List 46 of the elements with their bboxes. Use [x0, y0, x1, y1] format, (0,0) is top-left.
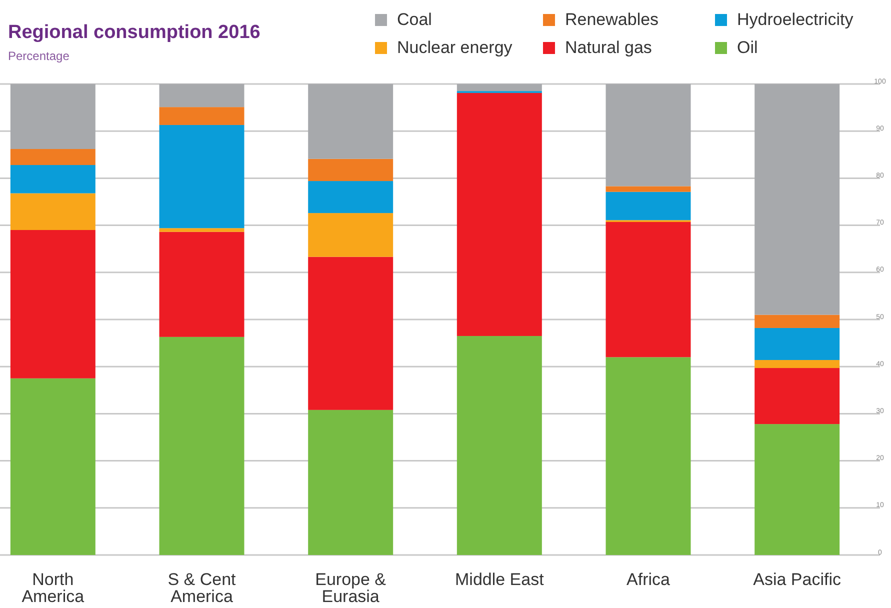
- x-tick-label: Africa: [626, 570, 671, 589]
- bar: [754, 314, 840, 328]
- bar: [456, 92, 542, 336]
- bar: [159, 232, 244, 337]
- bar: [606, 357, 691, 555]
- x-tick-label: Europe & Eurasia: [315, 570, 387, 606]
- x-tick-label: Middle East: [455, 570, 544, 589]
- bar: [10, 165, 96, 194]
- legend-label: Coal: [397, 10, 432, 29]
- bar: [10, 230, 96, 378]
- legend-label: Oil: [737, 38, 758, 57]
- bar: [159, 228, 244, 232]
- legend-label: Nuclear energy: [397, 38, 513, 57]
- bar: [308, 256, 394, 410]
- bar: [10, 378, 96, 555]
- bar: [606, 222, 691, 358]
- bar: [308, 84, 394, 159]
- bar: [159, 107, 244, 125]
- bar: [606, 186, 691, 192]
- bar: [754, 360, 840, 368]
- x-tick-label: S & Cent America: [168, 570, 236, 606]
- bar: [606, 192, 691, 220]
- bar: [308, 181, 394, 214]
- bar: [754, 368, 840, 424]
- bar: [308, 213, 394, 257]
- x-tick-label: North America: [22, 570, 85, 606]
- bar: [754, 328, 840, 360]
- legend-label: Hydroelectricity: [737, 10, 854, 29]
- legend-label: Natural gas: [565, 38, 652, 57]
- bar: [159, 336, 244, 555]
- bar: [10, 149, 96, 166]
- bar: [456, 84, 542, 92]
- bar: [456, 336, 542, 555]
- bar: [159, 124, 244, 228]
- bar: [308, 410, 394, 555]
- bar: [308, 158, 394, 182]
- bar: [10, 84, 96, 149]
- bar: [159, 84, 244, 108]
- chart-title: Regional consumption 2016: [8, 22, 260, 43]
- bar: [754, 424, 840, 555]
- legend-label: Renewables: [565, 10, 659, 29]
- x-tick-label: Asia Pacific: [753, 570, 842, 589]
- chart-subtitle: Percentage: [8, 49, 70, 63]
- bar: [606, 84, 691, 186]
- bar: [10, 193, 96, 230]
- bar: [754, 84, 840, 315]
